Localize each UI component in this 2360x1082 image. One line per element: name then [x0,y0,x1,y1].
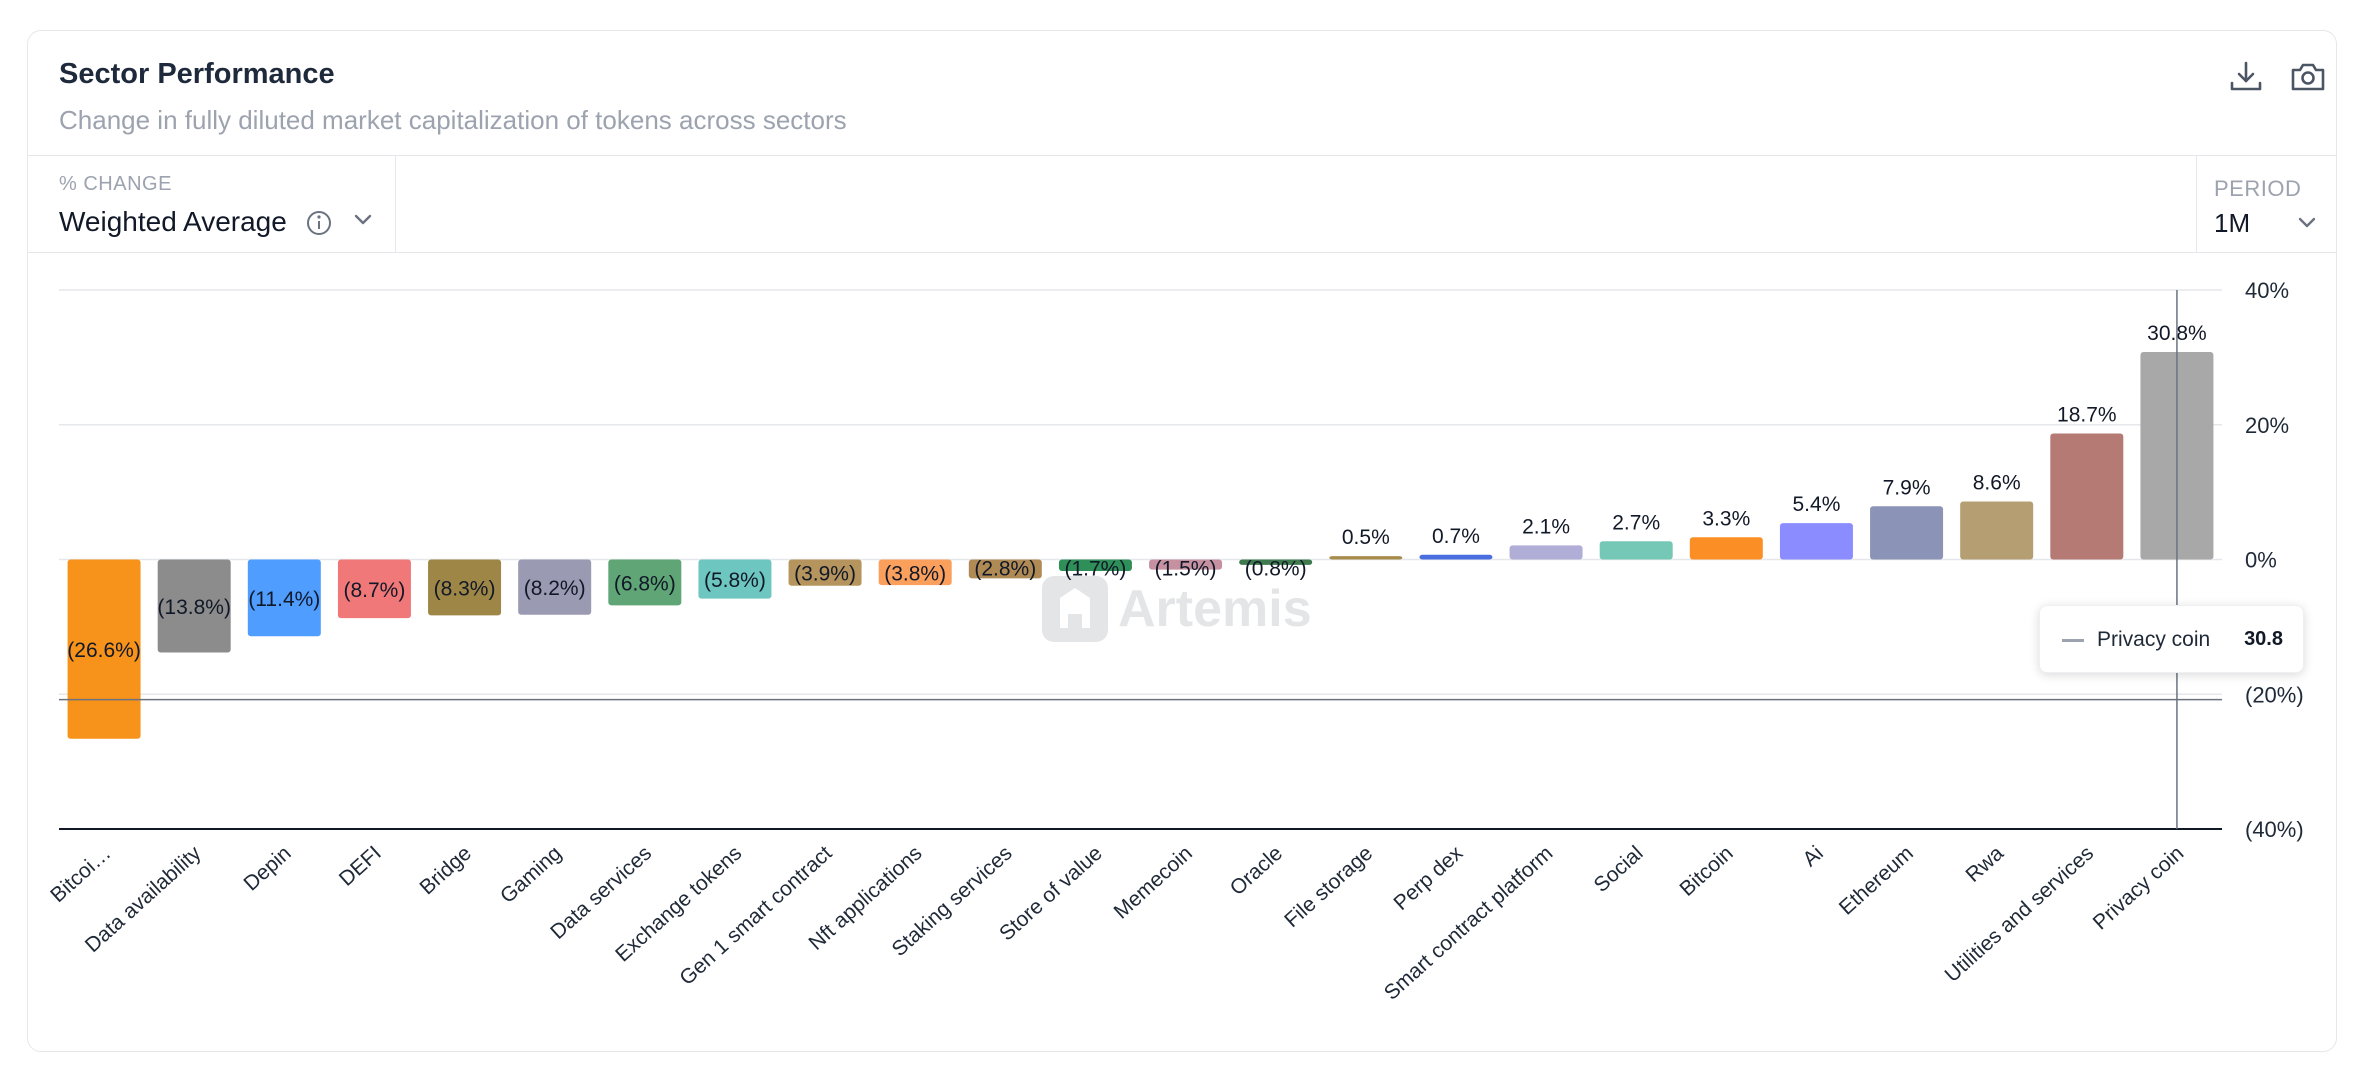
x-category-label: Memecoin [1110,842,1197,924]
info-icon[interactable] [305,209,333,242]
x-category-label: File storage [1280,842,1377,933]
bar [1870,506,1944,560]
bar [2050,433,2124,560]
period-select[interactable]: PERIOD 1M [2196,156,2336,252]
bar [1509,545,1583,560]
download-icon[interactable] [2224,55,2268,99]
x-category-label: Ai [1799,842,1828,872]
chart-tooltip: Privacy coin 30.8 [2039,605,2304,673]
bar-data-label: (3.8%) [884,562,946,585]
x-category-label: Smart contract platform [1380,842,1558,1005]
bar-data-label: (26.6%) [67,639,141,662]
bar-data-label: (2.8%) [974,558,1036,581]
bar [788,559,862,586]
bar [1329,556,1403,560]
bar-data-label: 2.1% [1522,515,1570,538]
watermark-text: Artemis [1118,580,1312,638]
period-label: PERIOD [2214,176,2302,201]
x-category-label: Bitcoin [1675,842,1737,901]
x-category-label: Depin [239,842,295,896]
bar-data-label: (1.5%) [1155,558,1217,581]
x-category-label: Gaming [496,842,566,908]
y-tick-label: 0% [2245,548,2277,573]
bar [698,559,772,599]
x-category-label: DEFI [335,842,386,891]
bar-data-label: 2.7% [1612,511,1660,534]
bar [337,559,411,619]
bar [518,559,592,615]
bar-data-label: (1.7%) [1065,558,1127,581]
x-category-label: Perp dex [1389,841,1467,915]
bar-data-label: 3.3% [1702,507,1750,530]
change-type-select[interactable]: % CHANGE Weighted Average [28,156,396,252]
bar [1779,523,1853,560]
bar-data-label: (11.4%) [248,588,320,611]
bar [1419,554,1493,560]
change-value: Weighted Average [59,206,287,237]
card-header: Sector Performance Change in fully dilut… [28,31,2336,156]
bar [1599,541,1673,560]
x-category-label: Utilities and services [1941,842,2099,987]
chevron-down-icon [2297,216,2317,235]
bar-data-label: (13.8%) [157,596,231,619]
camera-icon[interactable] [2286,55,2330,99]
x-category-label: Oracle [1226,842,1287,900]
bar [878,559,952,586]
bar-data-label: (8.2%) [524,577,586,600]
y-tick-label: (40%) [2245,817,2304,842]
bar [608,559,682,606]
artemis-watermark: Artemis [1042,576,1312,642]
bar-data-label: 8.6% [1973,472,2021,495]
sector-performance-card: Sector Performance Change in fully dilut… [27,30,2337,1052]
chevron-down-icon [353,213,373,232]
tooltip-value: 30.8 [2244,628,2283,650]
change-label: % CHANGE [59,173,172,195]
bar-data-label: (0.8%) [1245,558,1307,581]
bar-data-label: (8.3%) [434,577,496,600]
x-category-label: Rwa [1961,841,2008,886]
bar-data-label: 18.7% [2057,404,2117,427]
bar-data-label: 0.5% [1342,526,1390,549]
bar [1689,537,1763,560]
y-tick-label: (20%) [2245,682,2304,707]
y-tick-label: 20% [2245,413,2289,438]
y-tick-label: 40% [2245,278,2289,303]
bar [67,559,141,739]
bar-data-label: (3.9%) [794,563,856,586]
tooltip-series-marker [2062,639,2084,642]
bar [1149,559,1223,570]
bar [428,559,502,616]
bar-data-label: (5.8%) [704,569,766,592]
bar [968,559,1042,579]
chart-subtitle: Change in fully diluted market capitaliz… [59,105,847,135]
x-category-label: Privacy coin [2089,842,2189,935]
x-category-label: Bridge [415,842,476,900]
bar [1960,501,2034,560]
x-category-label: Ethereum [1835,842,1918,920]
x-category-label: Gen 1 smart contract [675,842,836,990]
x-category-label: Bitcoi… [46,842,115,908]
artemis-logo-icon [1042,576,1108,642]
chart-controls: % CHANGE Weighted Average PERIOD 1M [28,155,2336,253]
bar-data-label: 0.7% [1432,525,1480,548]
bar [1239,559,1313,565]
chart-title: Sector Performance [59,58,335,90]
bar [1058,559,1132,571]
bar-data-label: (8.7%) [344,579,406,602]
x-category-label: Social [1590,842,1648,897]
period-value: 1M [2214,208,2251,238]
bar-data-label: 7.9% [1883,476,1931,499]
bar [247,559,321,637]
tooltip-series-name: Privacy coin [2097,628,2211,651]
bar-data-label: 5.4% [1793,493,1841,516]
bar [157,559,231,653]
bar-data-label: (6.8%) [614,572,676,595]
